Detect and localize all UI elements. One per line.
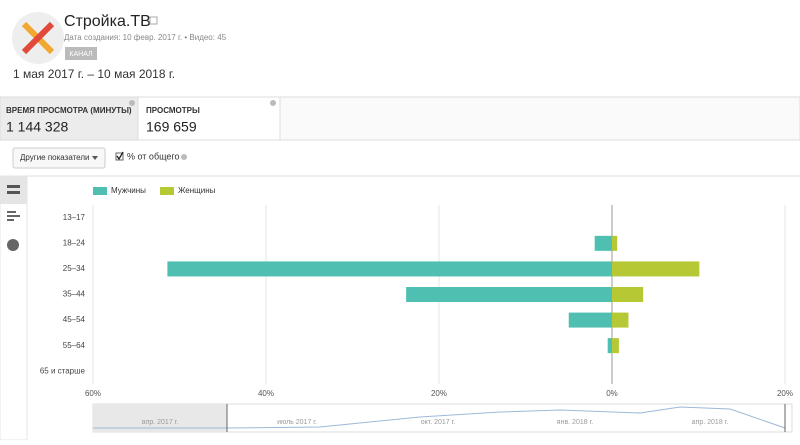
date-range: 1 мая 2017 г. – 10 мая 2018 г. [13,67,175,81]
metric-tab-active[interactable] [0,96,139,141]
bar [167,261,612,277]
channel-info: Дата создания: 10 февр. 2017 г. • Видео:… [64,33,227,42]
icon [7,215,20,217]
icon [7,191,20,194]
timeline-shade [93,404,227,432]
pie-icon[interactable] [7,239,19,251]
y-tick-label: 45–54 [63,315,86,324]
bar [612,312,629,328]
help-icon[interactable] [270,100,276,106]
bar [612,261,700,277]
timeline-label: апр. 2017 г. [142,419,179,426]
bar [607,338,612,354]
help-icon[interactable] [129,100,135,106]
legend-label: Женщины [178,186,216,195]
legend-swatch [160,187,174,195]
bar [612,338,619,354]
bar [594,235,612,251]
badge-text: КАНАЛ [69,51,93,58]
x-tick-label: 20% [431,389,447,398]
bar [612,235,618,251]
y-tick-label: 18–24 [63,238,86,247]
help-icon[interactable] [181,154,187,160]
checkmark [116,151,124,161]
icon[interactable] [7,211,16,213]
icon [7,219,14,221]
timeline-label: янв. 2018 г. [557,419,593,426]
checkbox[interactable] [115,152,124,161]
x-tick-label: 0% [606,389,618,398]
dropdown-label: Другие показатели [20,153,90,162]
icon [7,185,20,188]
timeline-sparkline [93,406,786,429]
bar [612,287,644,302]
y-tick-label: 35–44 [63,290,86,299]
bar [406,287,612,302]
link-icon[interactable] [149,16,158,25]
checkbox-label: % от общего [127,151,180,161]
x-tick-label: 20% [777,389,793,398]
legend-label: Мужчины [111,186,146,195]
badge [65,47,97,60]
bar [568,312,612,328]
metric-value: 1 144 328 [6,119,68,135]
metric-value: 169 659 [146,119,197,135]
view-tab-active[interactable] [0,176,27,204]
channel-name: Стройка.ТВ [64,13,151,30]
avatar-icon [21,21,55,55]
y-tick-label: 13–17 [63,213,86,222]
legend-swatch [93,187,107,195]
timeline-label: апр. 2018 г. [692,419,729,426]
dropdown[interactable] [12,147,106,169]
x-tick-label: 40% [258,389,274,398]
metric-label: ВРЕМЯ ПРОСМОТРА (МИНУТЫ) [6,106,132,115]
timeline-label: окт. 2017 г. [421,419,456,426]
dropdown-arrow [92,156,98,160]
x-tick-label: 60% [85,389,101,398]
metric-label: ПРОСМОТРЫ [146,106,200,115]
metric-tab[interactable] [137,96,281,141]
y-tick-label: 65 и старше [40,366,86,375]
y-tick-label: 55–64 [63,341,86,350]
y-tick-label: 25–34 [63,264,86,273]
timeline-label: июль 2017 г. [277,419,317,426]
